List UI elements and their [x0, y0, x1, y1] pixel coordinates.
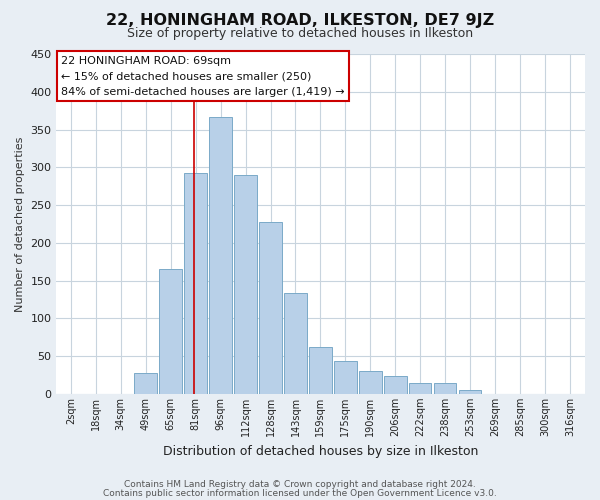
Y-axis label: Number of detached properties: Number of detached properties: [15, 136, 25, 312]
Text: Contains public sector information licensed under the Open Government Licence v3: Contains public sector information licen…: [103, 488, 497, 498]
Bar: [384, 376, 407, 394]
Text: Size of property relative to detached houses in Ilkeston: Size of property relative to detached ho…: [127, 28, 473, 40]
Text: 22 HONINGHAM ROAD: 69sqm
← 15% of detached houses are smaller (250)
84% of semi-: 22 HONINGHAM ROAD: 69sqm ← 15% of detach…: [61, 56, 345, 97]
Bar: [434, 382, 457, 394]
Bar: [334, 362, 356, 394]
Bar: [209, 116, 232, 394]
Text: 22, HONINGHAM ROAD, ILKESTON, DE7 9JZ: 22, HONINGHAM ROAD, ILKESTON, DE7 9JZ: [106, 12, 494, 28]
Bar: [284, 294, 307, 394]
Bar: [235, 175, 257, 394]
Bar: [134, 372, 157, 394]
Bar: [359, 371, 382, 394]
Bar: [259, 222, 282, 394]
Bar: [409, 384, 431, 394]
Text: Contains HM Land Registry data © Crown copyright and database right 2024.: Contains HM Land Registry data © Crown c…: [124, 480, 476, 489]
Bar: [160, 270, 182, 394]
Bar: [459, 390, 481, 394]
X-axis label: Distribution of detached houses by size in Ilkeston: Distribution of detached houses by size …: [163, 444, 478, 458]
Bar: [184, 172, 207, 394]
Bar: [309, 347, 332, 394]
